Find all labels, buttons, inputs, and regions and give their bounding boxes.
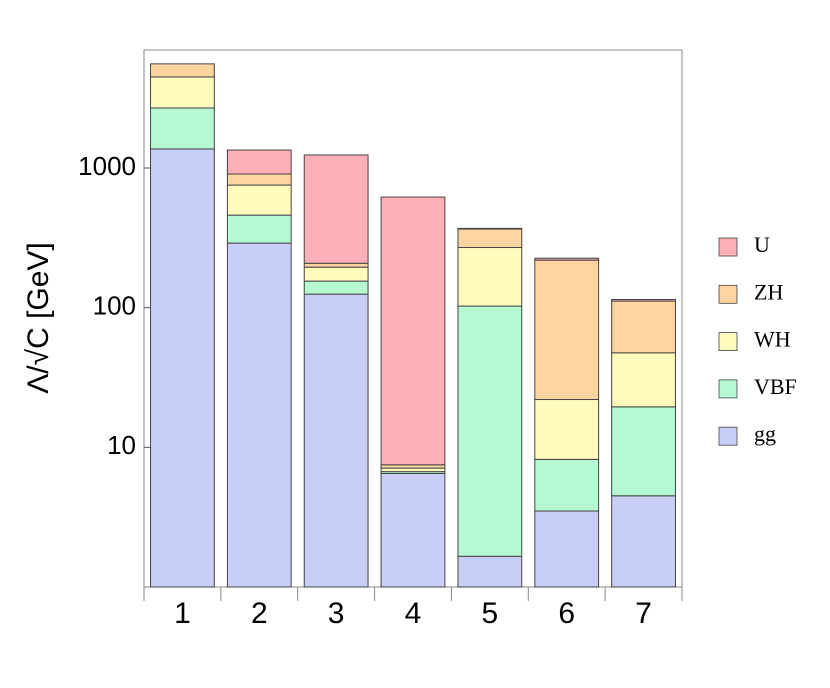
- x-tick-label: 7: [635, 597, 652, 630]
- bar-segment: [534, 257, 600, 261]
- bar-segment: [150, 63, 215, 78]
- bar-segment: [457, 227, 523, 230]
- bar-segment: [534, 399, 600, 460]
- bar-segment: [611, 406, 676, 497]
- legend-label: U: [754, 232, 770, 257]
- bar-segment: [457, 247, 523, 307]
- bar-segment: [611, 300, 676, 354]
- bar-segment: [611, 352, 676, 408]
- bar-segment: [226, 184, 292, 216]
- legend-label: gg: [754, 421, 776, 446]
- legend-label: ZH: [754, 279, 783, 304]
- bar-segment: [303, 262, 369, 268]
- bar-segment: [226, 242, 292, 588]
- bar-segment: [150, 148, 215, 588]
- legend-swatch: [718, 237, 738, 257]
- bar-segment: [303, 293, 369, 588]
- bar-segment: [534, 458, 600, 512]
- x-tick-label: 6: [558, 597, 575, 630]
- bar-segment: [380, 472, 446, 588]
- bar-segment: [457, 555, 523, 588]
- bar-segment: [303, 266, 369, 282]
- x-tick-label: 5: [482, 597, 499, 630]
- legend-swatch: [718, 379, 738, 399]
- bar-segment: [380, 467, 446, 473]
- bar-segment: [457, 228, 523, 249]
- x-tick-label: 2: [251, 597, 268, 630]
- bar-segment: [534, 510, 600, 588]
- bar-segment: [611, 495, 676, 588]
- bar-segment: [611, 298, 676, 302]
- bar-segment: [226, 214, 292, 244]
- legend-label: WH: [754, 327, 791, 352]
- y-tick-label: 100: [93, 291, 136, 321]
- y-axis-label: Λ/√C [GeV]: [22, 242, 55, 394]
- legend-swatch: [718, 426, 738, 446]
- bar-segment: [380, 196, 446, 466]
- bar-segment: [226, 149, 292, 175]
- legend-swatch: [718, 284, 738, 304]
- bar-segment: [150, 107, 215, 150]
- bar-segment: [303, 154, 369, 264]
- x-tick-label: 3: [328, 597, 345, 630]
- bar-segment: [457, 305, 523, 557]
- y-tick-label: 10: [107, 430, 136, 460]
- y-tick-label: 1000: [78, 151, 136, 181]
- x-tick-label: 4: [405, 597, 422, 630]
- x-tick-label: 1: [174, 597, 191, 630]
- bar-segment: [303, 280, 369, 295]
- bar-segment: [534, 259, 600, 401]
- legend-swatch: [718, 332, 738, 352]
- legend-label: VBF: [754, 374, 797, 399]
- bar-segment: [226, 173, 292, 186]
- bar-segment: [150, 76, 215, 109]
